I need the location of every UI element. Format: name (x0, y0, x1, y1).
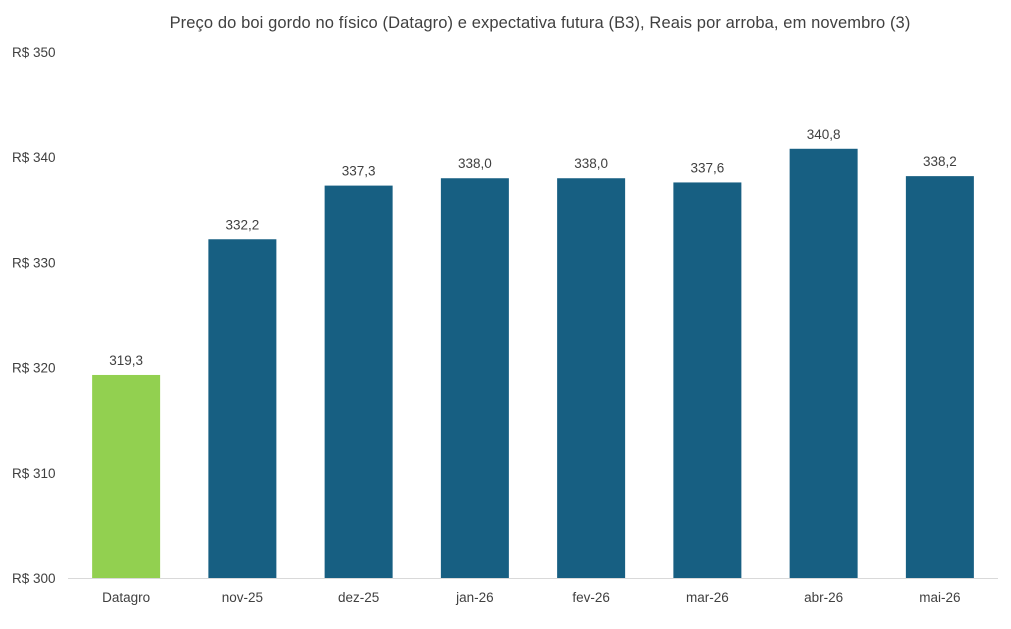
data-label: 340,8 (807, 127, 841, 142)
data-label: 332,2 (225, 217, 259, 232)
bar-abr-26 (789, 148, 858, 578)
data-label: 337,6 (690, 160, 724, 175)
bar-datagro (92, 374, 161, 578)
x-tick-label: mar-26 (686, 590, 729, 605)
bar-nov-25 (208, 239, 277, 579)
x-tick-label: fev-26 (572, 590, 610, 605)
data-label: 319,3 (109, 353, 143, 368)
data-label: 338,2 (923, 154, 957, 169)
bar-jan-26 (440, 178, 509, 579)
bar-fev-26 (557, 178, 626, 579)
x-tick-label: abr-26 (804, 590, 843, 605)
x-tick-label: nov-25 (222, 590, 263, 605)
x-tick-label: jan-26 (455, 590, 494, 605)
x-tick-label: mai-26 (919, 590, 960, 605)
y-tick-label: R$ 310 (12, 466, 56, 481)
y-tick-label: R$ 330 (12, 255, 56, 270)
y-tick-label: R$ 340 (12, 150, 56, 165)
y-tick-label: R$ 320 (12, 361, 56, 376)
chart-title: Preço do boi gordo no físico (Datagro) e… (169, 14, 911, 32)
x-tick-label: Datagro (102, 590, 150, 605)
y-tick-label: R$ 300 (12, 571, 56, 586)
data-label: 338,0 (574, 156, 608, 171)
bar-mar-26 (673, 182, 742, 578)
bar-mai-26 (905, 176, 974, 579)
bar-dez-25 (324, 185, 393, 578)
data-label: 337,3 (342, 164, 376, 179)
data-label: 338,0 (458, 156, 492, 171)
x-tick-label: dez-25 (338, 590, 379, 605)
y-tick-label: R$ 350 (12, 45, 56, 60)
